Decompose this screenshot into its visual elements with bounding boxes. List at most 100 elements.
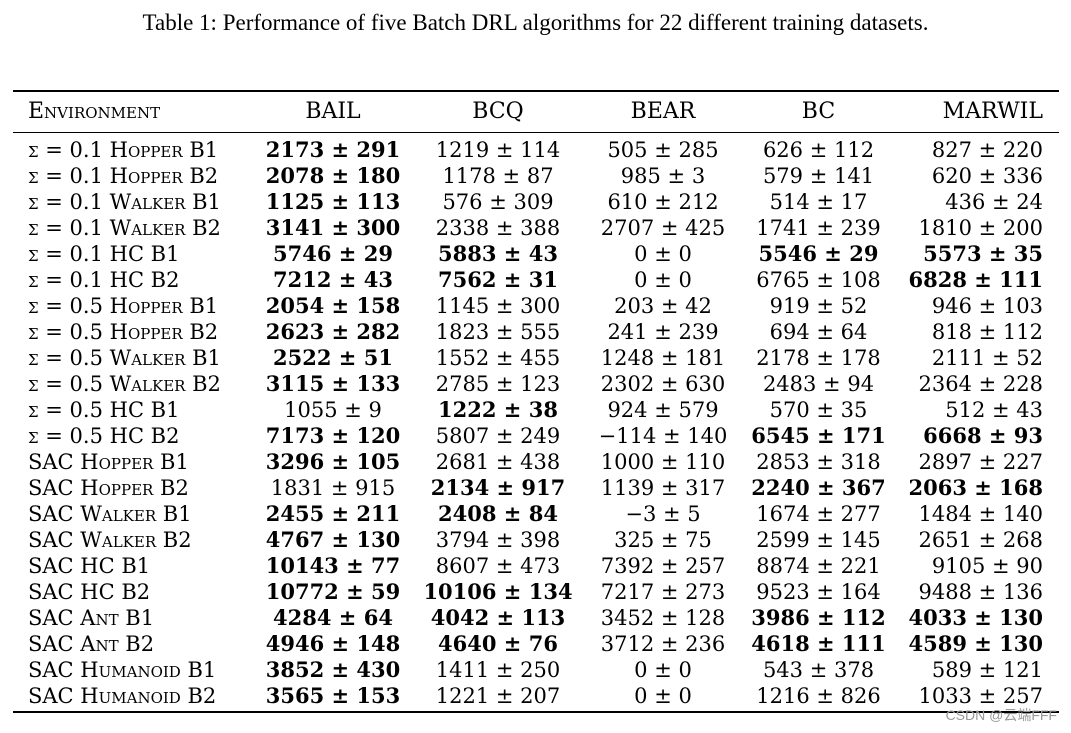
score-cell: 514 ± 17 <box>769 190 868 214</box>
score-cell: 4767 ± 130 <box>265 527 401 552</box>
score-cell: 2623 ± 282 <box>265 319 401 344</box>
table-row: σ = 0.1 HC B1 5746 ± 29 5883 ± 43 0 ± 0 5546… <box>13 241 1059 267</box>
bottom-rule <box>13 711 1059 713</box>
env-cell: σ = 0.5 Walker B2 <box>28 372 221 396</box>
score-cell: 241 ± 239 <box>607 320 719 344</box>
score-cell: 9523 ± 164 <box>756 580 881 604</box>
score-cell: 1000 ± 110 <box>600 450 726 474</box>
score-cell: 6828 ± 111 <box>908 267 1043 292</box>
score-cell: 1831 ± 915 <box>270 476 396 500</box>
score-cell: 924 ± 579 <box>607 398 719 422</box>
score-cell: 3565 ± 153 <box>265 683 401 708</box>
score-cell: 4589 ± 130 <box>908 631 1043 656</box>
score-cell: 1125 ± 113 <box>265 189 401 214</box>
score-cell: 4033 ± 130 <box>908 605 1043 630</box>
score-cell: 5746 ± 29 <box>273 241 393 266</box>
table-row: σ = 0.5 Walker B1 2522 ± 51 1552 ± 455 1248… <box>13 345 1059 371</box>
score-cell: 2522 ± 51 <box>273 345 393 370</box>
score-cell: 543 ± 378 <box>762 658 875 682</box>
score-cell: 8874 ± 221 <box>756 554 881 578</box>
score-cell: 579 ± 141 <box>762 164 875 188</box>
score-cell: 610 ± 212 <box>607 190 719 214</box>
header-row: Environment BAIL BCQ BEAR BC MARWIL <box>13 92 1059 132</box>
score-cell: 620 ± 336 <box>931 164 1043 188</box>
score-cell: 2455 ± 211 <box>265 501 401 526</box>
score-cell: 576 ± 309 <box>442 190 554 214</box>
score-cell: 6765 ± 108 <box>756 268 881 292</box>
score-cell: 7212 ± 43 <box>273 267 393 292</box>
score-cell: 0 ± 0 <box>634 658 692 682</box>
table-row: SAC Walker B1 2455 ± 211 2408 ± 84 −3 ± 5 16… <box>13 501 1059 527</box>
env-cell: σ = 0.1 Hopper B2 <box>28 164 219 188</box>
score-cell: 9488 ± 136 <box>918 580 1043 604</box>
env-cell: SAC Hopper B1 <box>28 450 189 474</box>
score-cell: 2054 ± 158 <box>265 293 401 318</box>
score-cell: 2408 ± 84 <box>438 501 558 526</box>
score-cell: 1145 ± 300 <box>435 294 561 318</box>
score-cell: 10772 ± 59 <box>265 579 401 604</box>
score-cell: 1221 ± 207 <box>435 684 561 708</box>
score-cell: 2483 ± 94 <box>762 372 875 396</box>
score-cell: 2785 ± 123 <box>435 372 561 396</box>
score-cell: 1219 ± 114 <box>435 138 561 162</box>
env-cell: σ = 0.1 HC B1 <box>28 242 180 266</box>
score-cell: 694 ± 64 <box>769 320 868 344</box>
score-cell: 6668 ± 93 <box>923 423 1043 448</box>
score-cell: 7217 ± 273 <box>600 580 726 604</box>
score-cell: 3986 ± 112 <box>751 605 886 630</box>
score-cell: 4042 ± 113 <box>430 605 566 630</box>
score-cell: 2111 ± 52 <box>931 346 1043 370</box>
score-cell: 5573 ± 35 <box>923 241 1043 266</box>
score-cell: 3712 ± 236 <box>600 632 726 656</box>
env-cell: SAC HC B2 <box>28 580 151 604</box>
score-cell: 1139 ± 317 <box>600 476 726 500</box>
env-cell: SAC Walker B2 <box>28 528 192 552</box>
table-row: SAC HC B1 10143 ± 77 8607 ± 473 7392 ± 257 8… <box>13 553 1059 579</box>
table-row: SAC Walker B2 4767 ± 130 3794 ± 398 325 ± 7… <box>13 527 1059 553</box>
table-row: σ = 0.1 HC B2 7212 ± 43 7562 ± 31 0 ± 0 6765… <box>13 267 1059 293</box>
header-bcq: BCQ <box>472 99 524 124</box>
score-cell: 2178 ± 178 <box>756 346 881 370</box>
table-row: SAC Humanoid B1 3852 ± 430 1411 ± 250 0 ± 0… <box>13 657 1059 683</box>
table-caption: Table 1: Performance of five Batch DRL a… <box>142 10 929 35</box>
score-cell: 1222 ± 38 <box>438 397 558 422</box>
header-environment: Environment <box>28 99 161 124</box>
score-cell: 0 ± 0 <box>634 242 692 266</box>
table-row: σ = 0.5 HC B2 7173 ± 120 5807 ± 249 −114 ± … <box>13 423 1059 449</box>
score-cell: 3852 ± 430 <box>265 657 401 682</box>
env-cell: SAC Walker B1 <box>28 502 192 526</box>
score-cell: 4618 ± 111 <box>751 631 886 656</box>
header-bail: BAIL <box>305 99 361 124</box>
score-cell: 1033 ± 257 <box>918 684 1043 708</box>
score-cell: 4946 ± 148 <box>265 631 401 656</box>
score-cell: 1552 ± 455 <box>435 346 561 370</box>
score-cell: 1055 ± 9 <box>284 398 382 422</box>
header-marwil: MARWIL <box>942 99 1043 124</box>
score-cell: 1216 ± 826 <box>756 684 881 708</box>
score-cell: 0 ± 0 <box>634 268 692 292</box>
env-cell: σ = 0.1 Hopper B1 <box>28 138 219 162</box>
score-cell: 436 ± 24 <box>945 190 1043 214</box>
score-cell: 818 ± 112 <box>931 320 1043 344</box>
score-cell: 1823 ± 555 <box>435 320 561 344</box>
table-row: σ = 0.1 Walker B1 1125 ± 113 576 ± 309 610 … <box>13 189 1059 215</box>
score-cell: 7173 ± 120 <box>265 423 401 448</box>
score-cell: 2364 ± 228 <box>918 372 1043 396</box>
score-cell: 10106 ± 134 <box>423 579 573 604</box>
score-cell: 5807 ± 249 <box>435 424 561 448</box>
env-cell: SAC Ant B2 <box>28 632 155 656</box>
score-cell: 570 ± 35 <box>769 398 868 422</box>
table-row: σ = 0.5 Walker B2 3115 ± 133 2785 ± 123 230… <box>13 371 1059 397</box>
score-cell: 589 ± 121 <box>931 658 1043 682</box>
table-row: σ = 0.1 Hopper B1 2173 ± 291 1219 ± 114 505… <box>13 137 1059 163</box>
table-row: σ = 0.1 Walker B2 3141 ± 300 2338 ± 388 270… <box>13 215 1059 241</box>
env-cell: σ = 0.1 HC B2 <box>28 268 180 292</box>
env-cell: σ = 0.5 Hopper B1 <box>28 294 219 318</box>
table-row: σ = 0.1 Hopper B2 2078 ± 180 1178 ± 87 985 … <box>13 163 1059 189</box>
score-cell: 2651 ± 268 <box>918 528 1043 552</box>
score-cell: 2240 ± 367 <box>751 475 886 500</box>
score-cell: 1674 ± 277 <box>756 502 881 526</box>
score-cell: 0 ± 0 <box>634 684 692 708</box>
score-cell: 2078 ± 180 <box>265 163 401 188</box>
table-row: SAC HC B2 10772 ± 59 10106 ± 134 7217 ± 273… <box>13 579 1059 605</box>
